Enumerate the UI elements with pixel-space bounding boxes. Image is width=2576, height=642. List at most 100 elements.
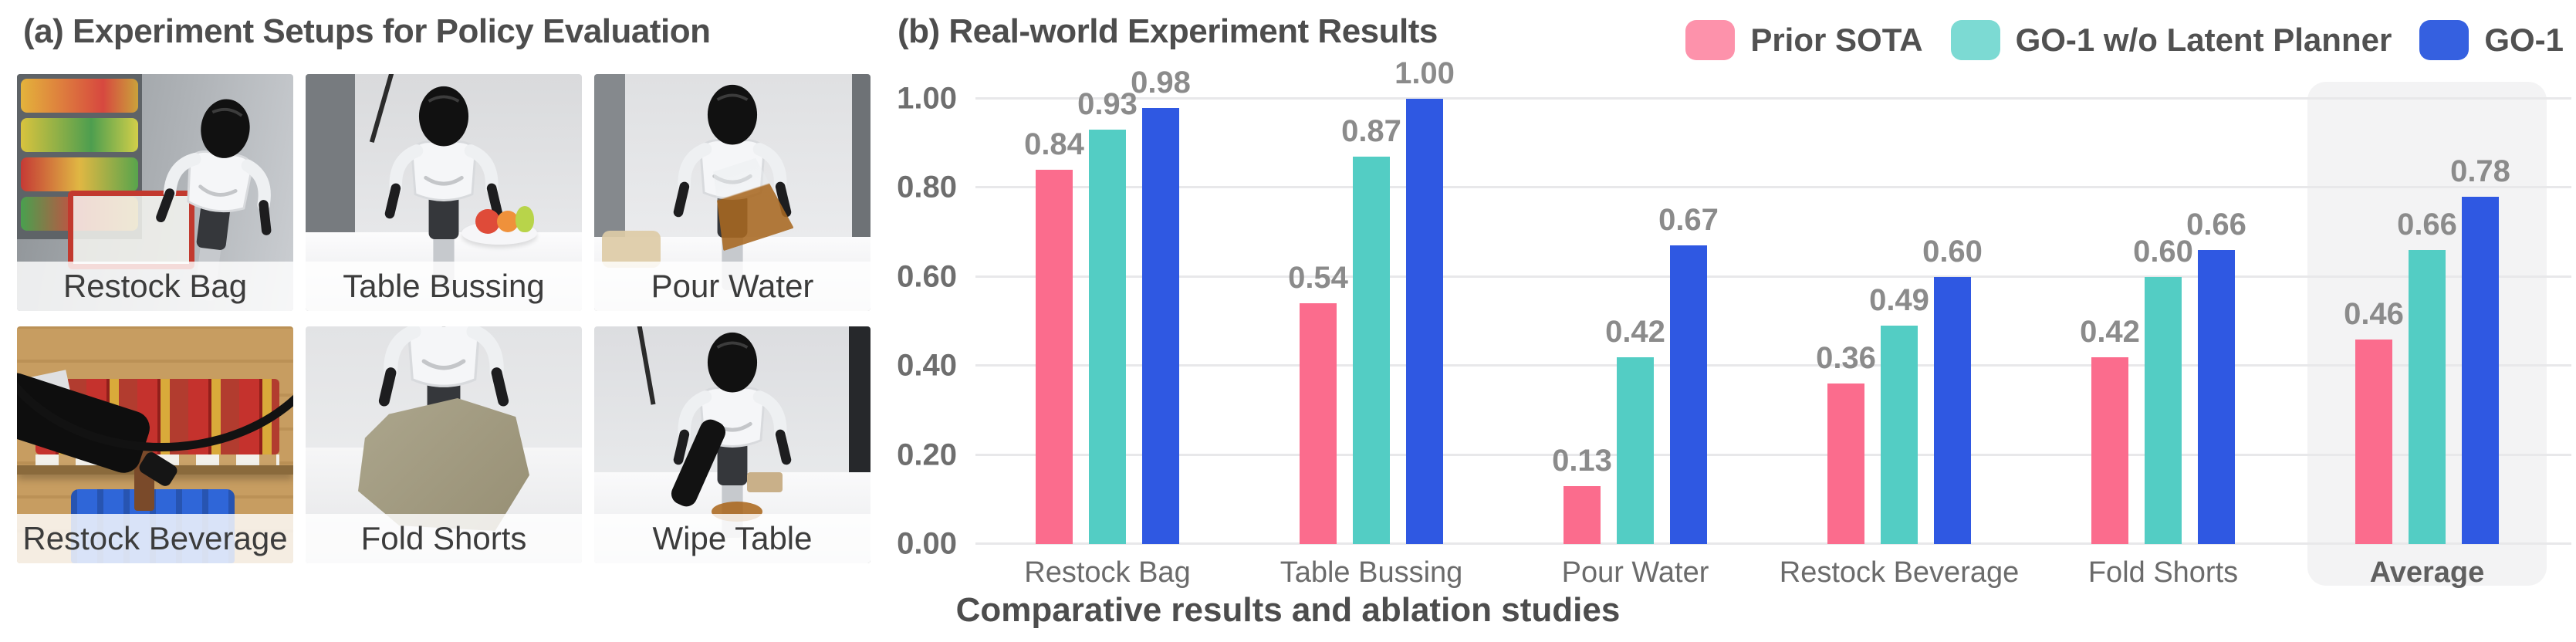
fruit-decor	[497, 211, 519, 232]
bar-value-label: 0.60	[2133, 234, 2193, 269]
bar-prior-sota-restock-bag: 0.84	[1024, 127, 1084, 544]
bar-value-label: 0.67	[1658, 203, 1719, 238]
legend-label: GO-1 w/o Latent Planner	[2015, 22, 2392, 58]
x-axis-label-average: Average	[2369, 556, 2485, 589]
shorts-decor	[358, 398, 529, 531]
bar-go-1-w-o-latent-planner-table-bussing: 0.87	[1341, 114, 1401, 544]
gridline	[975, 186, 2571, 189]
panel-a-title: (a) Experiment Setups for Policy Evaluat…	[23, 12, 711, 50]
y-axis-tick-label: 0.80	[897, 170, 957, 204]
photo-label: Restock Bag	[17, 262, 293, 311]
legend-swatch-go1	[2419, 20, 2470, 60]
bar-group-average: 0.46 0.66 0.78 Average	[2295, 99, 2559, 589]
bar-group-fold-shorts: 0.42 0.60 0.66 Fold Shorts	[2031, 99, 2295, 589]
bar-prior-sota-restock-beverage: 0.36	[1816, 341, 1876, 544]
snack-row-decor	[21, 157, 138, 191]
bar-value-label: 0.13	[1552, 444, 1612, 478]
bar-go-1-w-o-latent-planner-restock-bag: 0.93	[1077, 87, 1138, 544]
bar-group-bars: 0.13 0.42 0.67	[1503, 203, 1767, 544]
bar-value-label: 0.36	[1816, 341, 1876, 376]
bar-go-1-w-o-latent-planner-restock-beverage: 0.49	[1869, 283, 1929, 544]
bar-go-1-fold-shorts: 0.66	[2186, 208, 2246, 544]
photo-pour-water: Pour Water	[594, 74, 870, 311]
bar-value-label: 0.66	[2397, 208, 2457, 242]
photo-label: Pour Water	[594, 262, 870, 311]
bar-group-bars: 0.36 0.49 0.60	[1767, 235, 2031, 544]
bar-group-pour-water: 0.13 0.42 0.67 Pour Water	[1503, 99, 1767, 589]
legend-item-go1-wo-latent-planner: GO-1 w/o Latent Planner	[1950, 20, 2392, 60]
photo-restock-bag: Restock Bag	[17, 74, 293, 311]
chart-legend: Prior SOTA GO-1 w/o Latent Planner GO-1	[1685, 20, 2564, 60]
x-axis-label-table-bussing: Table Bussing	[1280, 556, 1463, 589]
snack-row-decor	[21, 118, 138, 152]
figure-caption: Comparative results and ablation studies	[955, 591, 1621, 629]
photo-label: Wipe Table	[594, 514, 870, 563]
legend-swatch-go1-wo-latent-planner	[1950, 20, 2000, 60]
x-axis-label-restock-beverage: Restock Beverage	[1779, 556, 2020, 589]
bar-prior-sota-pour-water: 0.13	[1552, 444, 1612, 544]
bar-value-label: 0.93	[1077, 87, 1138, 122]
bar-go-1-pour-water: 0.67	[1658, 203, 1719, 544]
legend-label: Prior SOTA	[1750, 22, 1923, 58]
legend-swatch-prior-sota	[1685, 20, 1736, 60]
bar-go-1-average: 0.78	[2450, 154, 2510, 544]
gridline	[975, 453, 2571, 456]
bar-prior-sota-average: 0.46	[2344, 297, 2404, 544]
y-axis-tick-label: 0.20	[897, 438, 957, 472]
photo-fold-shorts: Fold Shorts	[306, 326, 582, 563]
y-axis: 0.00 0.20 0.40 0.60 0.80 1.00	[803, 82, 957, 561]
bar-value-label: 0.78	[2450, 154, 2510, 188]
bar-go-1-restock-bag: 0.98	[1131, 66, 1191, 544]
bar-group-bars: 0.42 0.60 0.66	[2031, 208, 2295, 544]
bar-go-1-w-o-latent-planner-pour-water: 0.42	[1605, 315, 1665, 544]
bar-value-label: 0.98	[1131, 65, 1191, 100]
experiment-photo-grid: Restock Bag Table Bussing Pour Water	[17, 74, 870, 563]
gridline	[975, 275, 2571, 278]
legend-item-go1: GO-1	[2419, 20, 2564, 60]
snack-row-decor	[21, 79, 138, 113]
bar-value-label: 0.66	[2186, 208, 2246, 242]
bar-prior-sota-fold-shorts: 0.42	[2080, 315, 2140, 544]
bar-go-1-w-o-latent-planner-average: 0.66	[2397, 208, 2457, 544]
gridline	[975, 364, 2571, 367]
cable-decor	[17, 326, 293, 451]
legend-item-prior-sota: Prior SOTA	[1685, 20, 1923, 60]
x-axis-label-pour-water: Pour Water	[1561, 556, 1709, 589]
y-axis-tick-label: 0.60	[897, 259, 957, 294]
bar-group-bars: 0.46 0.66 0.78	[2295, 154, 2559, 544]
y-axis-tick-label: 1.00	[897, 81, 957, 116]
photo-label: Fold Shorts	[306, 514, 582, 563]
legend-label: GO-1	[2484, 22, 2564, 58]
robot-illustration	[362, 82, 526, 292]
bar-chart-plot-area: 0.84 0.93 0.98 Restock Bag 0.54 0.87 1.00 Table…	[975, 56, 2571, 589]
wiper-decor	[747, 472, 783, 492]
bar-go-1-table-bussing: 1.00	[1394, 56, 1455, 544]
bar-group-bars: 0.54 0.87 1.00	[1239, 56, 1503, 544]
photo-label: Restock Beverage	[17, 514, 293, 563]
bar-value-label: 0.54	[1288, 261, 1348, 296]
photo-table-bussing: Table Bussing	[306, 74, 582, 311]
panel-b-title: (b) Real-world Experiment Results	[898, 12, 1438, 50]
x-axis-label-restock-bag: Restock Bag	[1024, 556, 1191, 589]
bar-value-label: 0.49	[1869, 283, 1929, 318]
bar-value-label: 0.60	[1922, 234, 1983, 269]
bar-group-restock-bag: 0.84 0.93 0.98 Restock Bag	[975, 66, 1239, 589]
bar-value-label: 0.42	[2080, 314, 2140, 349]
gridline	[975, 97, 2571, 100]
bar-value-label: 1.00	[1394, 56, 1455, 90]
y-axis-tick-label: 0.00	[897, 526, 957, 561]
photo-label: Table Bussing	[306, 262, 582, 311]
bar-go-1-restock-beverage: 0.60	[1922, 235, 1983, 544]
fruit-decor	[475, 209, 500, 234]
gridline	[975, 542, 2571, 545]
fruit-decor	[516, 206, 534, 232]
bar-group-restock-beverage: 0.36 0.49 0.60 Restock Beverage	[1767, 99, 2031, 589]
bar-group-table-bussing: 0.54 0.87 1.00 Table Bussing	[1239, 56, 1503, 589]
bar-go-1-w-o-latent-planner-fold-shorts: 0.60	[2133, 235, 2193, 544]
bar-value-label: 0.84	[1024, 127, 1084, 162]
photo-wipe-table: Wipe Table	[594, 326, 870, 563]
photo-restock-beverage: Restock Beverage	[17, 326, 293, 563]
x-axis-label-fold-shorts: Fold Shorts	[2088, 556, 2239, 589]
bar-group-bars: 0.84 0.93 0.98	[975, 66, 1239, 544]
